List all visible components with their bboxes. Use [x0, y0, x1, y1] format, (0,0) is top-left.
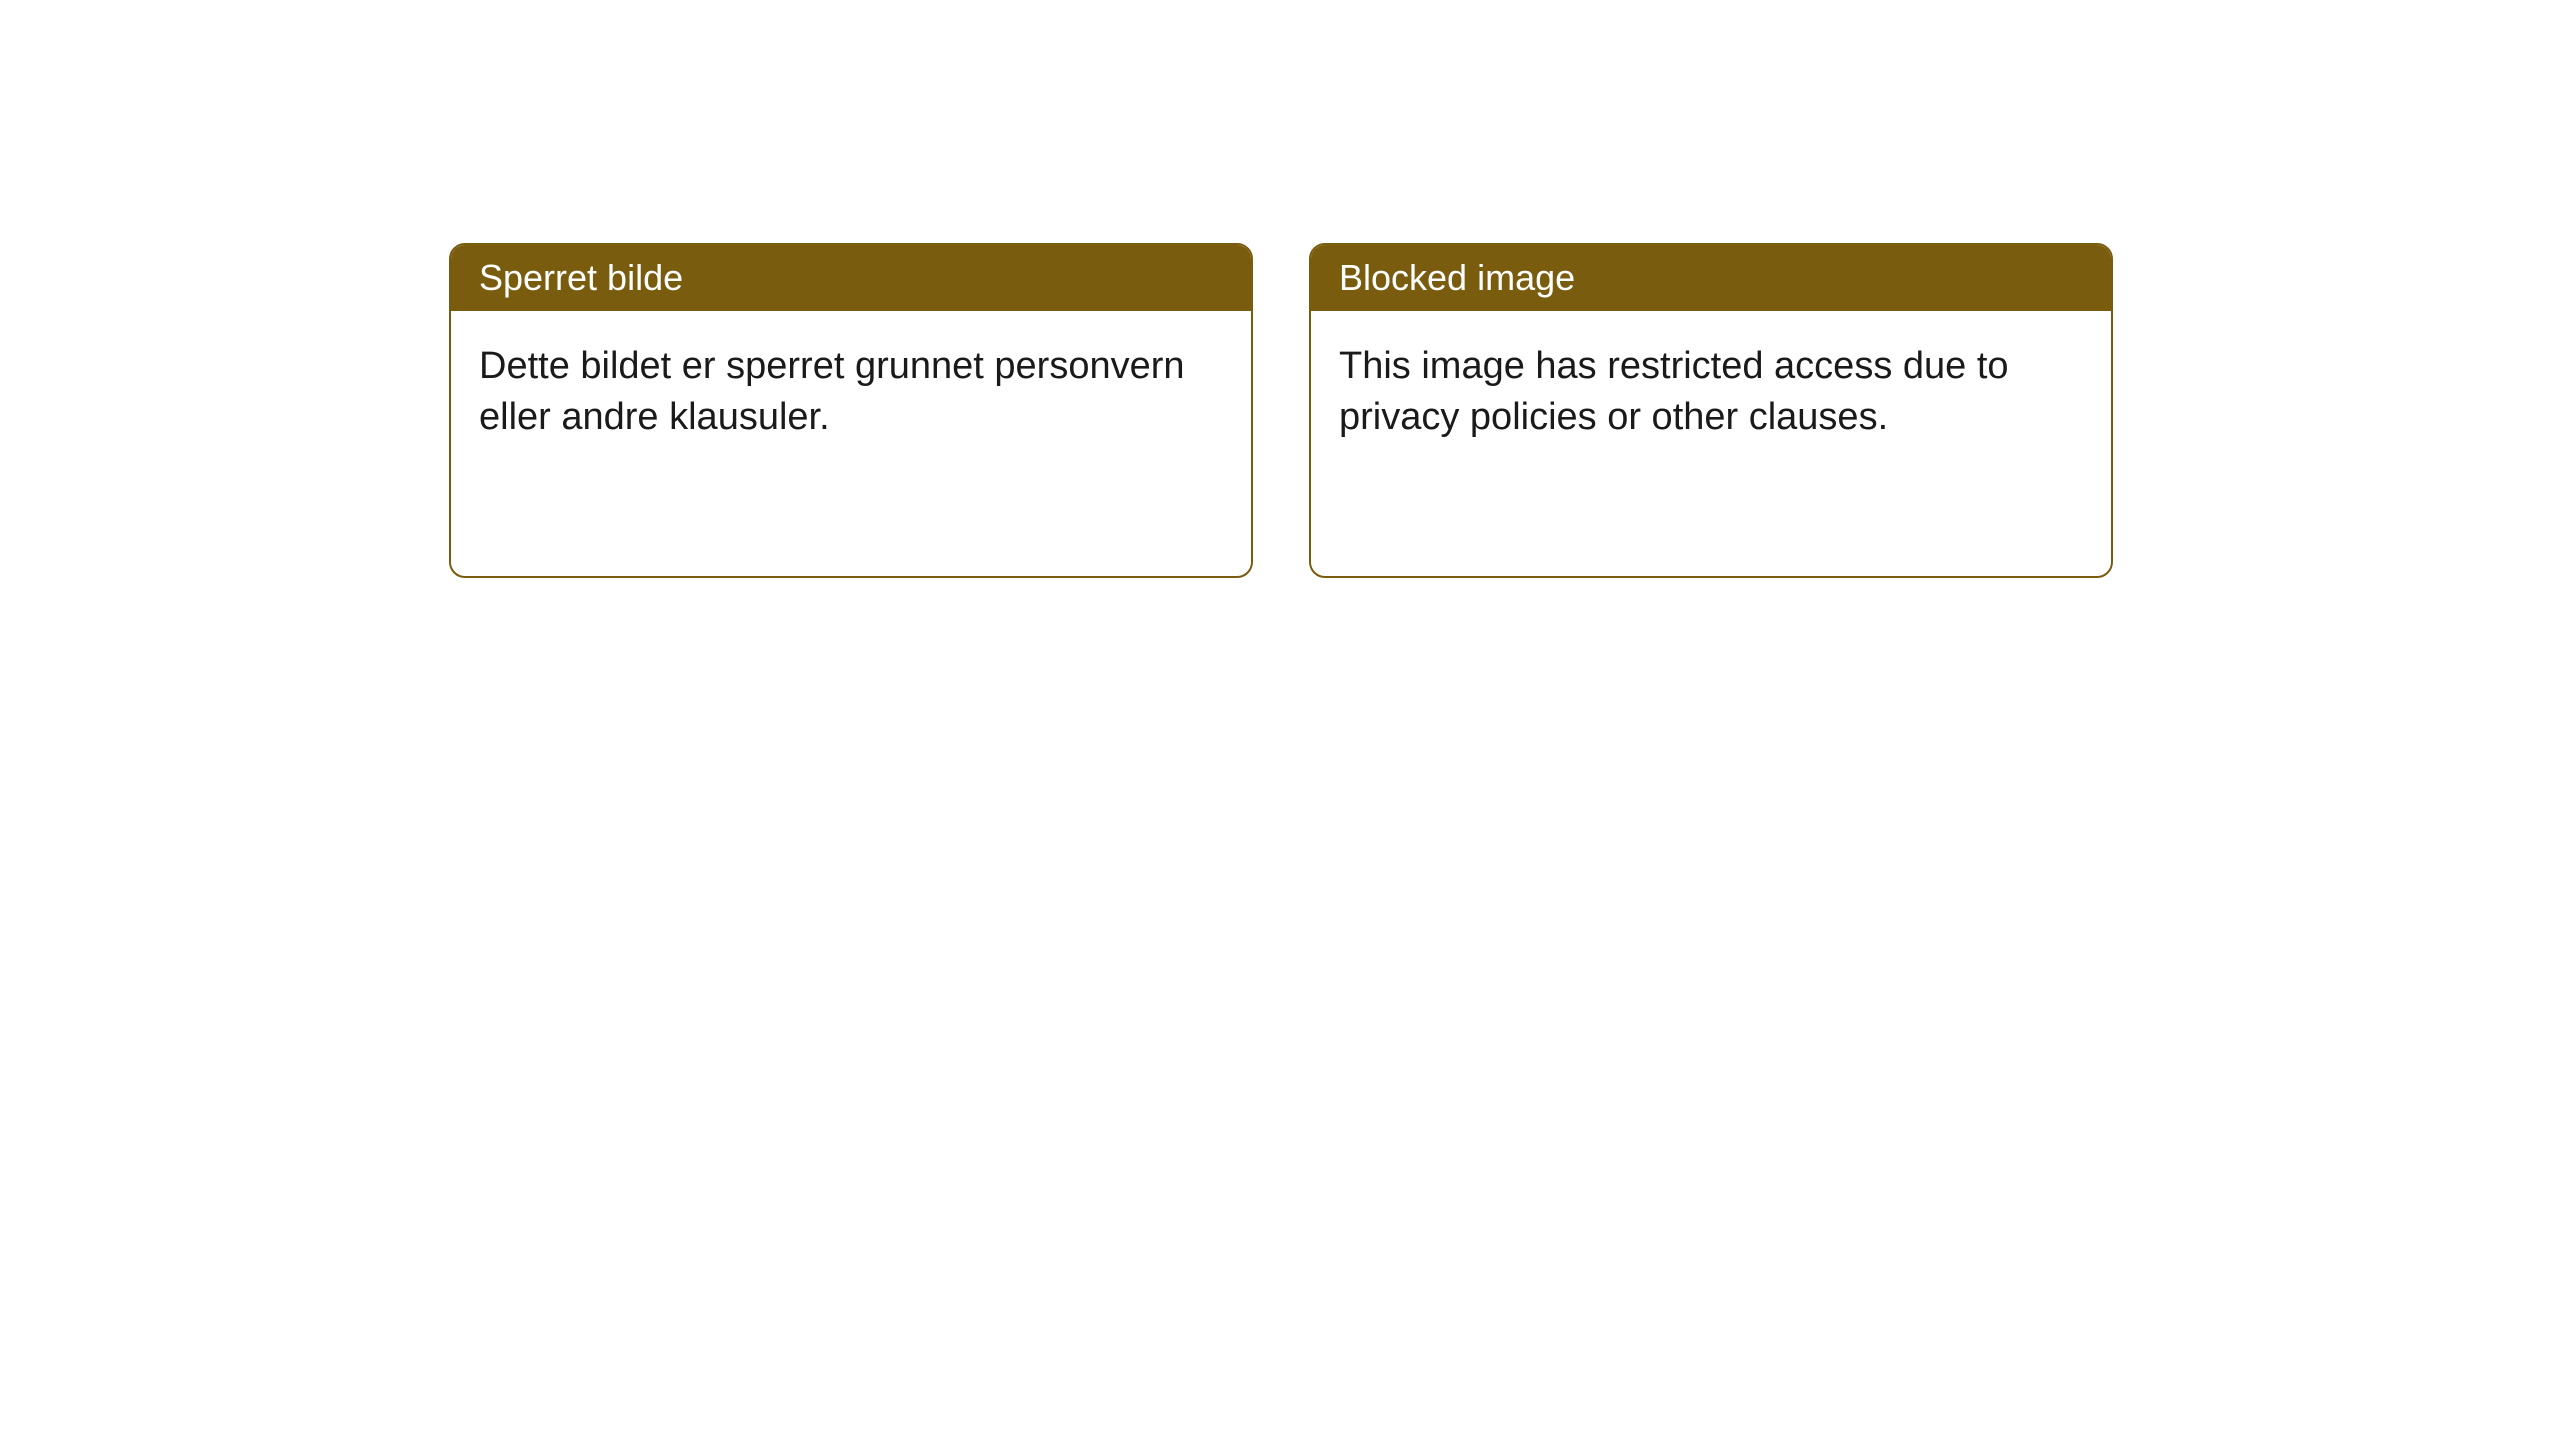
card-title: Blocked image — [1339, 257, 1575, 298]
card-body-text: This image has restricted access due to … — [1339, 345, 2009, 438]
card-header: Blocked image — [1311, 245, 2111, 311]
card-title: Sperret bilde — [479, 257, 683, 298]
notice-card-english: Blocked image This image has restricted … — [1309, 243, 2113, 578]
card-body: Dette bildet er sperret grunnet personve… — [451, 311, 1251, 474]
notice-card-norwegian: Sperret bilde Dette bildet er sperret gr… — [449, 243, 1253, 578]
card-header: Sperret bilde — [451, 245, 1251, 311]
notice-container: Sperret bilde Dette bildet er sperret gr… — [449, 243, 2113, 578]
card-body-text: Dette bildet er sperret grunnet personve… — [479, 345, 1185, 438]
card-body: This image has restricted access due to … — [1311, 311, 2111, 474]
